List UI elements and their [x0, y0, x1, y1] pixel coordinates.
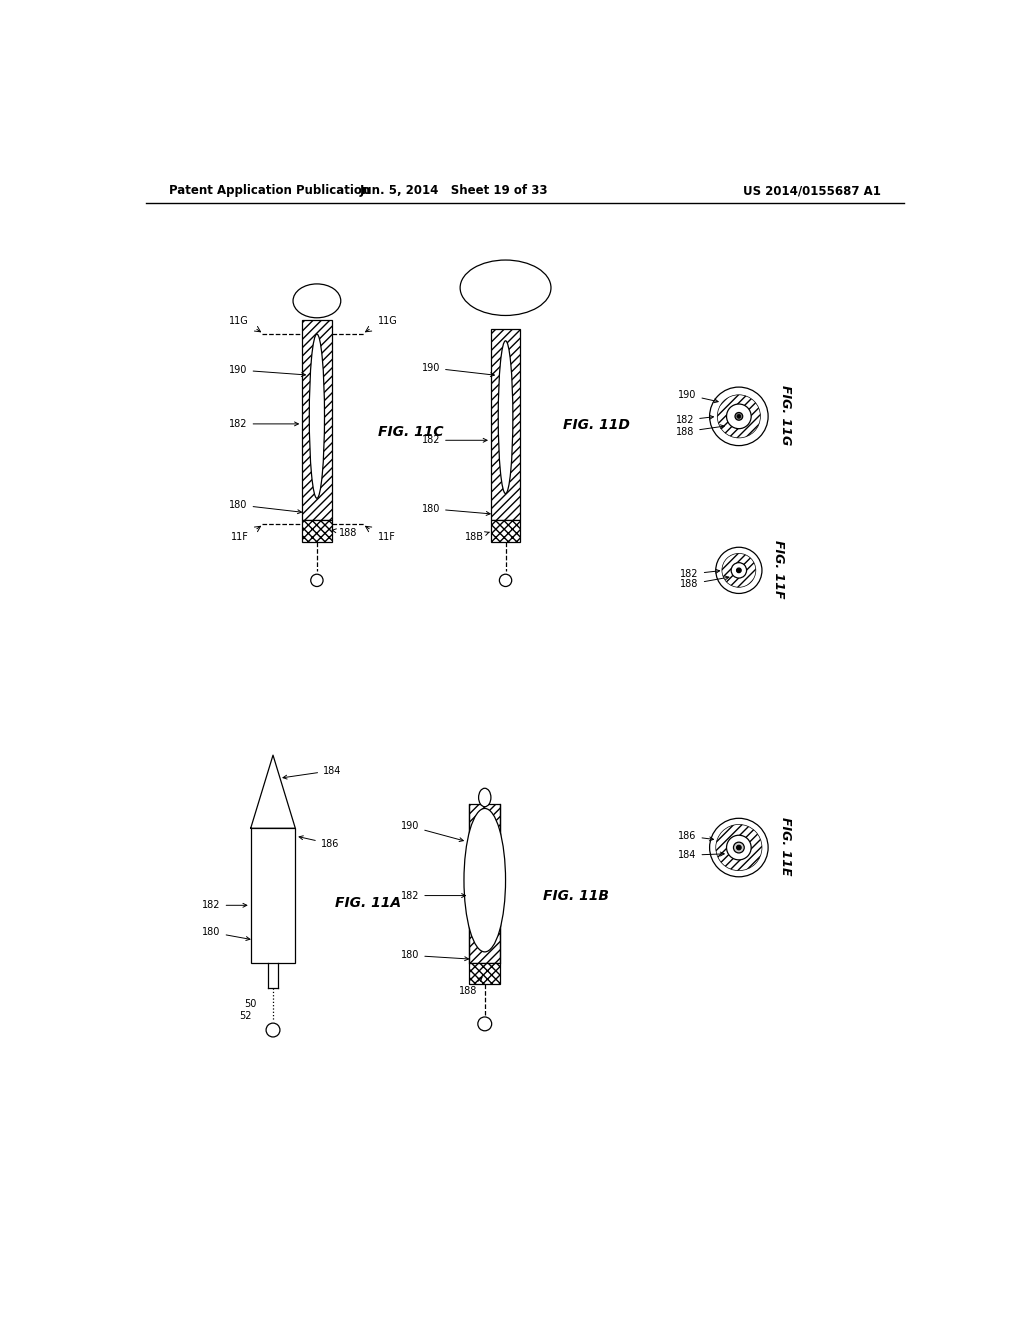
Text: 52: 52: [239, 1011, 252, 1022]
Circle shape: [500, 574, 512, 586]
Text: 184: 184: [678, 850, 724, 861]
Text: FIG. 11B: FIG. 11B: [543, 888, 608, 903]
Text: 186: 186: [678, 832, 714, 841]
Text: 182: 182: [680, 569, 720, 579]
Text: FIG. 11F: FIG. 11F: [772, 540, 785, 598]
Text: 50: 50: [244, 999, 256, 1008]
Text: Patent Application Publication: Patent Application Publication: [169, 185, 371, 197]
Circle shape: [310, 574, 323, 586]
Ellipse shape: [478, 788, 490, 807]
Text: 188: 188: [676, 425, 724, 437]
Text: 188: 188: [680, 576, 729, 589]
Text: FIG. 11D: FIG. 11D: [563, 418, 630, 432]
Text: 11F: 11F: [378, 532, 395, 541]
Text: 182: 182: [676, 416, 714, 425]
Circle shape: [478, 1016, 492, 1031]
Bar: [251, 829, 295, 964]
Text: FIG. 11E: FIG. 11E: [779, 817, 792, 875]
Circle shape: [710, 387, 768, 446]
Text: 180: 180: [401, 950, 469, 961]
Circle shape: [727, 404, 752, 429]
Bar: [302, 520, 332, 541]
Text: 182: 182: [229, 418, 298, 429]
Ellipse shape: [293, 284, 341, 318]
Text: FIG. 11C: FIG. 11C: [379, 425, 444, 438]
Text: 11F: 11F: [230, 532, 249, 541]
Circle shape: [727, 836, 752, 859]
Text: 190: 190: [422, 363, 495, 376]
Text: 18B: 18B: [465, 532, 489, 543]
Text: FIG. 11G: FIG. 11G: [779, 384, 792, 445]
Text: US 2014/0155687 A1: US 2014/0155687 A1: [743, 185, 882, 197]
Circle shape: [266, 1023, 280, 1038]
Text: 182: 182: [400, 891, 466, 900]
Bar: [490, 330, 520, 520]
Ellipse shape: [460, 260, 551, 315]
Text: 190: 190: [401, 821, 463, 842]
Text: FIG. 11A: FIG. 11A: [335, 896, 400, 909]
Text: 180: 180: [229, 500, 301, 513]
Text: 186: 186: [299, 836, 339, 849]
Polygon shape: [251, 755, 295, 829]
Circle shape: [736, 568, 741, 573]
Text: 182: 182: [202, 900, 247, 911]
Ellipse shape: [464, 808, 506, 952]
Text: 180: 180: [203, 927, 250, 940]
Text: 190: 190: [678, 389, 718, 403]
Text: 188: 188: [332, 528, 356, 537]
Bar: [469, 964, 500, 983]
Bar: [302, 321, 332, 520]
Text: 184: 184: [283, 766, 341, 779]
Circle shape: [735, 413, 742, 420]
Ellipse shape: [309, 334, 325, 498]
Text: Jun. 5, 2014   Sheet 19 of 33: Jun. 5, 2014 Sheet 19 of 33: [359, 185, 548, 197]
Circle shape: [710, 818, 768, 876]
Circle shape: [737, 414, 740, 418]
Text: 11G: 11G: [228, 317, 249, 326]
Text: 190: 190: [229, 366, 305, 376]
Circle shape: [731, 562, 746, 578]
Bar: [469, 804, 500, 964]
Text: 11G: 11G: [378, 317, 397, 326]
Text: 180: 180: [422, 504, 490, 515]
Bar: [490, 520, 520, 541]
Ellipse shape: [499, 341, 513, 494]
Circle shape: [733, 842, 744, 853]
Text: 188: 188: [459, 977, 482, 997]
Text: 182: 182: [422, 436, 487, 445]
Circle shape: [736, 845, 741, 850]
Circle shape: [716, 548, 762, 594]
